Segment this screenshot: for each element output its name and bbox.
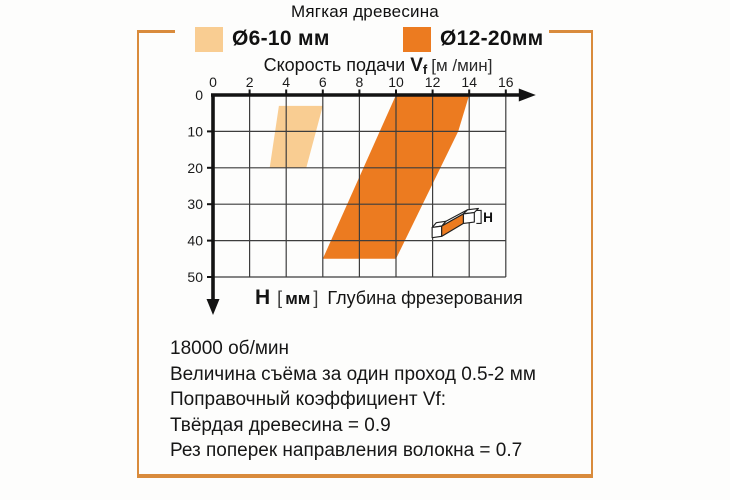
svg-text:30: 30 xyxy=(187,196,203,212)
y-axis-label: Глубина фрезерования xyxy=(327,288,523,308)
svg-text:10: 10 xyxy=(388,75,404,90)
x-tick-labels: 0 2 4 6 8 10 12 14 16 xyxy=(209,75,514,90)
x-axis-title-text: Скорость подачи xyxy=(263,55,406,75)
y-axis-title: H [ мм ] Глубина фрезерования xyxy=(255,286,523,310)
note-correction-factor: Поправочный коэффициент Vf: xyxy=(170,389,447,410)
legend-swatch-dark-orange xyxy=(403,26,431,52)
feed-rate-symbol: V xyxy=(410,55,423,76)
legend-label-small-diameter: Ø6-10 мм xyxy=(232,27,330,50)
icon-depth-label: H xyxy=(483,210,493,225)
notes-block: 18000 об/мин Величина съёма за один прох… xyxy=(170,336,570,464)
tick-marks xyxy=(207,89,507,278)
svg-text:4: 4 xyxy=(282,75,290,90)
note-hardwood-factor: Твёрдая древесина = 0.9 xyxy=(170,414,391,436)
legend-item-large-diameter: Ø12-20мм xyxy=(403,26,544,52)
x-axis-unit: [м /мин] xyxy=(431,56,493,75)
y-axis-unit: мм xyxy=(285,289,311,308)
svg-text:2: 2 xyxy=(246,75,254,90)
x-axis-arrow xyxy=(518,88,536,102)
feed-rate-symbol-subscript: f xyxy=(422,62,428,77)
y-tick-labels: 0 10 20 30 40 50 xyxy=(187,87,203,285)
x-axis-title: Скорость подачи Vf [м /мин] xyxy=(213,55,543,77)
svg-text:50: 50 xyxy=(187,269,203,285)
chart-svg: 0 2 4 6 8 10 12 14 16 0 10 20 30 40 50 H xyxy=(187,75,536,315)
svg-text:16: 16 xyxy=(498,75,514,90)
depth-symbol: H xyxy=(255,286,271,309)
svg-text:40: 40 xyxy=(187,233,203,249)
cutter-depth-icon: H xyxy=(431,207,493,239)
svg-text:10: 10 xyxy=(187,123,203,139)
svg-text:12: 12 xyxy=(425,75,441,90)
svg-text:0: 0 xyxy=(209,75,217,90)
page-title: Мягкая древесина xyxy=(291,2,439,21)
svg-text:6: 6 xyxy=(319,75,327,90)
frame-border xyxy=(137,30,593,478)
svg-text:8: 8 xyxy=(356,75,364,90)
legend-label-large-diameter: Ø12-20мм xyxy=(440,27,544,50)
region-diameter-6-10 xyxy=(269,105,323,168)
y-axis-arrow xyxy=(206,299,220,315)
legend-item-small-diameter: Ø6-10 мм xyxy=(195,26,330,52)
svg-text:0: 0 xyxy=(195,87,203,103)
y-unit-bracket-open: [ xyxy=(277,288,283,308)
svg-text:14: 14 xyxy=(461,75,477,90)
y-unit-bracket-close: ] xyxy=(313,288,319,308)
grid-lines xyxy=(212,94,507,278)
note-crossgrain-factor: Рез поперек направления волокна = 0.7 xyxy=(170,440,523,461)
note-spindle-speed: 18000 об/мин xyxy=(170,338,290,359)
note-pass-depth: Величина съёма за один проход 0.5-2 мм xyxy=(170,363,536,385)
svg-text:20: 20 xyxy=(187,160,203,176)
legend-swatch-light-orange xyxy=(195,26,223,52)
depth-bracket xyxy=(476,209,482,224)
